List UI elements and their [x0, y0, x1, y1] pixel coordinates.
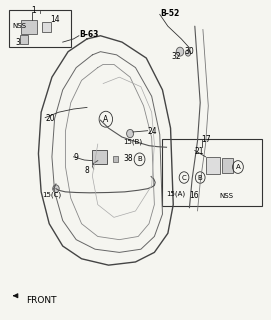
Bar [162, 139, 262, 206]
Bar [20, 35, 28, 44]
Circle shape [185, 50, 191, 56]
Text: B: B [137, 156, 142, 162]
Text: 20: 20 [45, 114, 55, 123]
Bar [222, 158, 233, 173]
Bar [9, 10, 71, 47]
Text: 30: 30 [184, 47, 194, 56]
Text: FRONT: FRONT [26, 296, 57, 305]
Text: C: C [182, 174, 186, 180]
Bar [112, 156, 118, 162]
Bar [21, 20, 37, 34]
Text: 24: 24 [148, 127, 157, 136]
Bar [206, 157, 220, 174]
Circle shape [53, 185, 59, 193]
Text: 38: 38 [123, 154, 133, 163]
Text: 32: 32 [172, 52, 182, 61]
Text: 3: 3 [15, 38, 20, 47]
Bar [92, 150, 107, 164]
Text: B-63: B-63 [79, 30, 98, 39]
Text: 9: 9 [73, 153, 78, 162]
Text: 16: 16 [189, 191, 199, 200]
Text: A: A [103, 115, 108, 124]
Text: 15(A): 15(A) [166, 191, 186, 197]
Text: 8: 8 [84, 166, 89, 175]
Text: B: B [198, 174, 203, 180]
Text: 1: 1 [32, 6, 37, 15]
Text: B-52: B-52 [160, 9, 179, 18]
Text: NSS: NSS [13, 23, 27, 29]
Bar [43, 22, 51, 32]
Text: 15(C): 15(C) [43, 191, 62, 198]
Circle shape [176, 47, 184, 56]
Text: 15(B): 15(B) [123, 138, 143, 145]
Text: 17: 17 [202, 135, 211, 144]
Text: 21: 21 [195, 147, 204, 156]
Text: A: A [235, 164, 240, 170]
Circle shape [127, 129, 134, 138]
Text: 14: 14 [51, 15, 60, 24]
Text: NSS: NSS [219, 193, 233, 199]
